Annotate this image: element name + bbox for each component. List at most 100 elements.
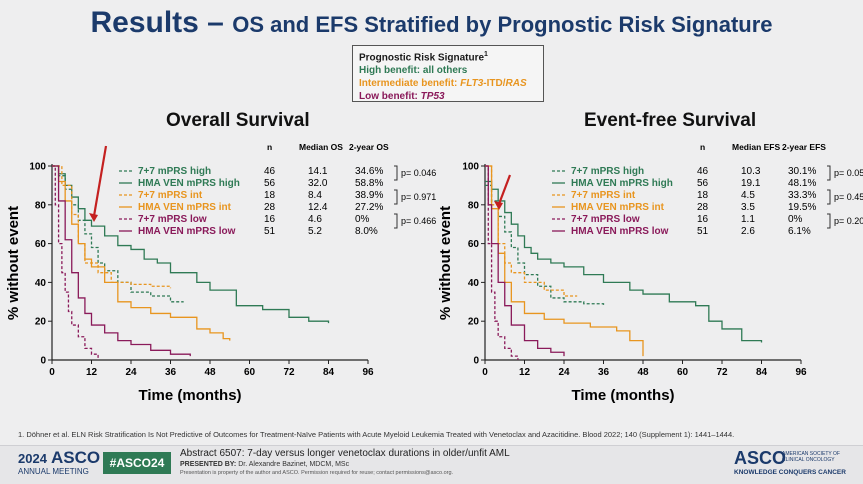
os-table-header: n bbox=[267, 142, 272, 152]
os-x-axis-label: Time (months) bbox=[138, 387, 241, 404]
efs-pvalue: p= 0.058 bbox=[834, 168, 863, 178]
legend-low: Low benefit: TP53 bbox=[359, 90, 537, 103]
survival-charts: 0 20 40 60 80 100 0 12 24 36 48 60 72 84 96 Time (month… bbox=[5, 142, 863, 404]
legend-heading: Prognostic Risk Signature bbox=[359, 52, 485, 64]
efs-row-rate: 6.1% bbox=[788, 226, 811, 237]
os-y-axis-label: % without event bbox=[5, 206, 22, 320]
efs-row-median: 19.1 bbox=[741, 178, 761, 189]
logo-year: 2024 bbox=[18, 451, 47, 466]
os-row-label: HMA VEN mPRS int bbox=[138, 202, 232, 213]
efs-row-n: 18 bbox=[697, 190, 709, 201]
efs-x-tick-label: 60 bbox=[677, 367, 689, 378]
os-pvalue-bracket bbox=[394, 189, 398, 205]
legend-footnote-mark: 1 bbox=[484, 51, 488, 58]
efs-row-label: 7+7 mPRS int bbox=[571, 190, 636, 201]
hashtag-badge: #ASCO24 bbox=[103, 452, 171, 474]
os-pvalue: p= 0.046 bbox=[401, 168, 436, 178]
os-row-rate: 38.9% bbox=[355, 190, 383, 201]
os-row-label: 7+7 mPRS high bbox=[138, 166, 211, 177]
os-y-tick-label: 100 bbox=[29, 162, 46, 173]
efs-series-high-7plus7 bbox=[485, 184, 605, 306]
footnote: 1. Döhner et al. ELN Risk Stratification… bbox=[18, 430, 735, 439]
os-row-median: 14.1 bbox=[308, 166, 328, 177]
os-series-high-hmaven bbox=[52, 165, 330, 324]
efs-row-median: 3.5 bbox=[741, 202, 755, 213]
slide-title-main: Results – bbox=[90, 6, 233, 39]
efs-table-header: Median EFS bbox=[732, 142, 781, 152]
efs-row-median: 1.1 bbox=[741, 214, 755, 225]
efs-y-tick-label: 80 bbox=[468, 200, 480, 211]
efs-row-rate: 33.3% bbox=[788, 190, 816, 201]
os-x-tick-label: 48 bbox=[204, 367, 216, 378]
presented-by-label: PRESENTED BY: bbox=[180, 461, 237, 468]
efs-panel-title: Event-free Survival bbox=[584, 110, 757, 131]
os-row-rate: 8.0% bbox=[355, 226, 378, 237]
os-x-tick-label: 24 bbox=[125, 367, 137, 378]
os-row-rate: 0% bbox=[355, 214, 370, 225]
os-pvalue: p= 0.971 bbox=[401, 192, 436, 202]
os-x-tick-label: 60 bbox=[244, 367, 256, 378]
os-y-tick-label: 40 bbox=[35, 278, 47, 289]
os-series-low-7plus7 bbox=[52, 165, 99, 360]
os-row-rate: 58.8% bbox=[355, 178, 383, 189]
efs-row-rate: 48.1% bbox=[788, 178, 816, 189]
os-row-median: 4.6 bbox=[308, 214, 322, 225]
os-x-tick-label: 84 bbox=[323, 367, 335, 378]
efs-y-tick-label: 40 bbox=[468, 278, 480, 289]
os-pvalue-bracket bbox=[394, 213, 398, 229]
os-y-tick-label: 60 bbox=[35, 239, 47, 250]
os-series-int-7plus7 bbox=[52, 165, 172, 289]
efs-y-tick-label: 0 bbox=[473, 356, 479, 367]
legend-int: Intermediate benefit: FLT3-ITD/RAS bbox=[359, 77, 537, 90]
efs-table-header: n bbox=[700, 142, 705, 152]
efs-series-low-7plus7 bbox=[485, 165, 519, 360]
os-row-median: 5.2 bbox=[308, 226, 322, 237]
efs-row-n: 56 bbox=[697, 178, 709, 189]
efs-row-label: 7+7 mPRS high bbox=[571, 166, 644, 177]
presenter-line: PRESENTED BY: Dr. Alexandre Bazinet, MDC… bbox=[180, 461, 349, 468]
os-row-n: 28 bbox=[264, 202, 276, 213]
efs-row-n: 28 bbox=[697, 202, 709, 213]
efs-y-tick-label: 60 bbox=[468, 239, 480, 250]
os-y-tick-label: 0 bbox=[40, 356, 46, 367]
os-x-tick-label: 36 bbox=[165, 367, 177, 378]
os-row-n: 51 bbox=[264, 226, 276, 237]
efs-x-tick-label: 72 bbox=[716, 367, 728, 378]
efs-x-tick-label: 84 bbox=[756, 367, 768, 378]
efs-row-label: HMA VEN mPRS low bbox=[571, 226, 669, 237]
reuse-notice: Presentation is property of the author a… bbox=[180, 470, 454, 476]
legend-low-prefix: Low benefit: bbox=[359, 91, 421, 103]
os-pvalue-bracket bbox=[394, 165, 398, 181]
os-row-label: HMA VEN mPRS high bbox=[138, 178, 240, 189]
asco-society-name: AMERICAN SOCIETY OF CLINICAL ONCOLOGY bbox=[782, 451, 840, 463]
os-row-rate: 27.2% bbox=[355, 202, 383, 213]
efs-pvalue: p= 0.206 bbox=[834, 216, 863, 226]
efs-y-axis-label: % without event bbox=[437, 206, 454, 320]
efs-x-tick-label: 96 bbox=[795, 367, 807, 378]
efs-pvalue-bracket bbox=[827, 189, 831, 205]
efs-row-median: 4.5 bbox=[741, 190, 755, 201]
os-x-tick-label: 12 bbox=[86, 367, 98, 378]
efs-pvalue-bracket bbox=[827, 165, 831, 181]
slide-title: Results – OS and EFS Stratified by Progn… bbox=[0, 6, 863, 40]
asco-tagline: KNOWLEDGE CONQUERS CANCER bbox=[734, 469, 846, 476]
os-series-int-hmaven bbox=[52, 165, 231, 341]
os-row-label: 7+7 mPRS int bbox=[138, 190, 203, 201]
efs-red-arrow-head bbox=[494, 201, 503, 210]
os-row-median: 12.4 bbox=[308, 202, 328, 213]
logo-name: ASCO bbox=[51, 448, 101, 467]
efs-red-arrow bbox=[497, 174, 512, 205]
legend-int-ras: RAS bbox=[505, 78, 527, 90]
os-pvalue: p= 0.466 bbox=[401, 216, 436, 226]
legend-int-prefix: Intermediate benefit: bbox=[359, 78, 461, 90]
presenter-name: Dr. Alexandre Bazinet, MDCM, MSc bbox=[238, 461, 350, 468]
os-row-median: 32.0 bbox=[308, 178, 328, 189]
os-chart: 0 20 40 60 80 100 0 12 24 36 48 60 72 84 96 Time (month… bbox=[5, 142, 436, 404]
efs-x-tick-label: 12 bbox=[519, 367, 531, 378]
legend-int-flt3: FLT3 bbox=[460, 78, 484, 90]
efs-chart: 0 20 40 60 80 100 0 12 24 36 48 60 72 84 96 Time (month… bbox=[437, 142, 863, 404]
efs-x-tick-label: 24 bbox=[558, 367, 570, 378]
efs-series-int-hmaven bbox=[485, 165, 644, 357]
efs-row-label: 7+7 mPRS low bbox=[571, 214, 640, 225]
efs-x-tick-label: 36 bbox=[598, 367, 610, 378]
